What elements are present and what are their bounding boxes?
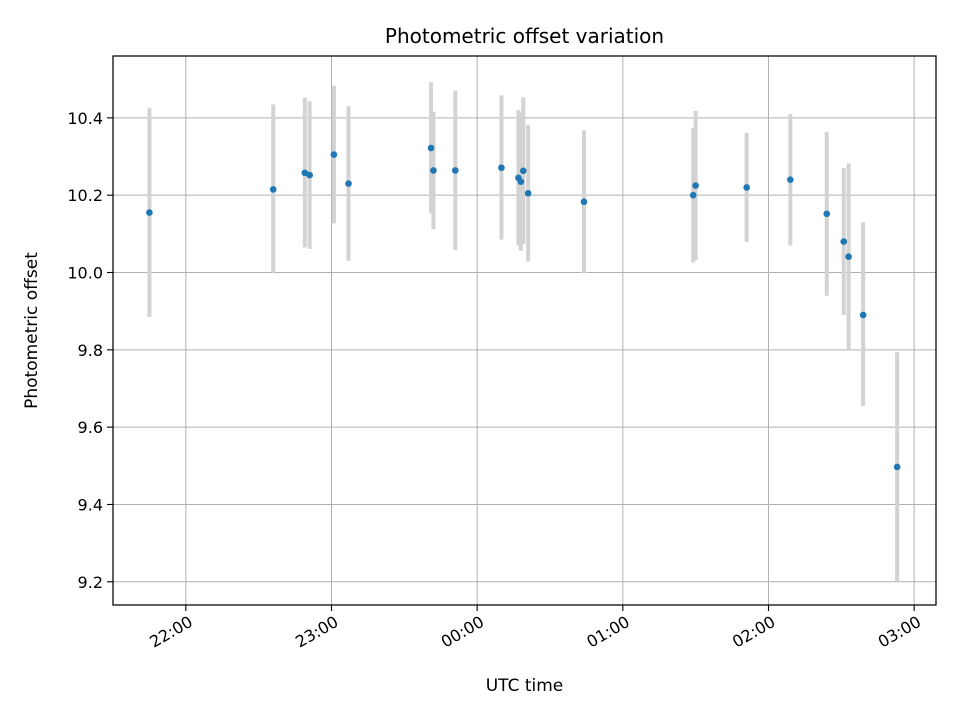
data-point [146,209,153,216]
y-tick-label: 10.2 [67,186,103,205]
data-point [517,178,525,185]
y-axis: 9.2 9.4 9.6 9.8 10.0 10.2 10.4 [67,109,113,592]
y-axis-label: Photometric offset [22,252,42,409]
data-point [893,463,901,471]
data-point [427,144,435,152]
data-point [519,167,527,175]
data-points [146,144,901,471]
y-tick-label: 10.4 [67,109,103,128]
data-point [859,311,867,319]
data-point [689,191,697,199]
data-point [845,253,852,260]
data-point [743,184,750,191]
data-point [524,189,532,197]
y-tick-label: 10.0 [67,264,103,283]
data-point [840,238,848,245]
data-point [692,182,699,189]
data-point [330,151,338,158]
data-point [580,198,588,206]
x-axis-label: UTC time [486,676,564,696]
data-point [823,210,831,218]
y-tick-label: 9.4 [78,495,103,514]
y-tick-label: 9.6 [78,418,103,437]
plot-frame [112,55,937,606]
y-tick-label: 9.2 [78,573,103,592]
data-point [269,186,277,193]
data-point [452,167,459,174]
chart-title: Photometric offset variation [385,24,664,48]
data-point [787,176,794,184]
data-point [345,180,352,187]
data-point [498,164,505,172]
y-tick-label: 9.8 [78,341,103,360]
data-point [430,167,437,174]
data-point [306,171,313,179]
